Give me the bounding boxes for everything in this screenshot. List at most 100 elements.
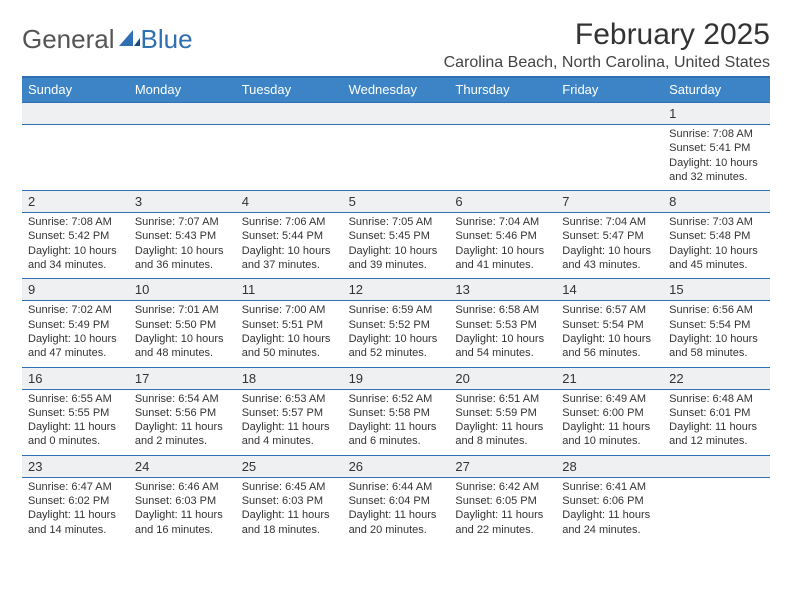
d1-text: Daylight: 10 hours	[135, 244, 230, 258]
day-cell: Sunrise: 7:07 AMSunset: 5:43 PMDaylight:…	[129, 213, 236, 278]
day-body-row: Sunrise: 6:55 AMSunset: 5:55 PMDaylight:…	[22, 389, 770, 455]
sunset-text: Sunset: 5:54 PM	[669, 318, 764, 332]
weeks-container: 1Sunrise: 7:08 AMSunset: 5:41 PMDaylight…	[22, 102, 770, 543]
day-number: 9	[22, 279, 129, 300]
sunrise-text: Sunrise: 6:41 AM	[562, 480, 657, 494]
d2-text: and 47 minutes.	[28, 346, 123, 360]
sunrise-text: Sunrise: 6:53 AM	[242, 392, 337, 406]
d1-text: Daylight: 10 hours	[242, 244, 337, 258]
d2-text: and 50 minutes.	[242, 346, 337, 360]
d1-text: Daylight: 10 hours	[242, 332, 337, 346]
sunset-text: Sunset: 5:44 PM	[242, 229, 337, 243]
day-body-row: Sunrise: 7:08 AMSunset: 5:42 PMDaylight:…	[22, 212, 770, 278]
day-cell: Sunrise: 6:41 AMSunset: 6:06 PMDaylight:…	[556, 478, 663, 543]
d2-text: and 20 minutes.	[349, 523, 444, 537]
d1-text: Daylight: 10 hours	[562, 244, 657, 258]
location: Carolina Beach, North Carolina, United S…	[444, 54, 770, 72]
d2-text: and 4 minutes.	[242, 434, 337, 448]
sunrise-text: Sunrise: 6:47 AM	[28, 480, 123, 494]
day-number: 24	[129, 456, 236, 477]
day-number: 16	[22, 368, 129, 389]
day-number: 3	[129, 191, 236, 212]
day-number: 7	[556, 191, 663, 212]
d1-text: Daylight: 11 hours	[28, 508, 123, 522]
day-number: 28	[556, 456, 663, 477]
sunrise-text: Sunrise: 7:05 AM	[349, 215, 444, 229]
d1-text: Daylight: 11 hours	[562, 508, 657, 522]
day-cell: Sunrise: 6:54 AMSunset: 5:56 PMDaylight:…	[129, 390, 236, 455]
d2-text: and 6 minutes.	[349, 434, 444, 448]
d1-text: Daylight: 11 hours	[349, 508, 444, 522]
day-number-row: 2345678	[22, 190, 770, 212]
day-number: 20	[449, 368, 556, 389]
day-cell: Sunrise: 6:44 AMSunset: 6:04 PMDaylight:…	[343, 478, 450, 543]
sunset-text: Sunset: 5:55 PM	[28, 406, 123, 420]
dow-sunday: Sunday	[22, 78, 129, 102]
d1-text: Daylight: 10 hours	[562, 332, 657, 346]
sunrise-text: Sunrise: 6:55 AM	[28, 392, 123, 406]
day-number: 19	[343, 368, 450, 389]
day-cell: Sunrise: 6:53 AMSunset: 5:57 PMDaylight:…	[236, 390, 343, 455]
d1-text: Daylight: 11 hours	[135, 508, 230, 522]
d1-text: Daylight: 10 hours	[28, 332, 123, 346]
day-number: 14	[556, 279, 663, 300]
day-number	[236, 103, 343, 124]
day-cell: Sunrise: 7:04 AMSunset: 5:46 PMDaylight:…	[449, 213, 556, 278]
day-cell: Sunrise: 6:42 AMSunset: 6:05 PMDaylight:…	[449, 478, 556, 543]
sunrise-text: Sunrise: 7:02 AM	[28, 303, 123, 317]
day-number-row: 9101112131415	[22, 278, 770, 300]
day-cell	[22, 125, 129, 190]
brand-logo: General Blue	[22, 18, 193, 55]
day-number	[663, 456, 770, 477]
sunset-text: Sunset: 5:59 PM	[455, 406, 550, 420]
day-cell: Sunrise: 6:47 AMSunset: 6:02 PMDaylight:…	[22, 478, 129, 543]
day-number: 1	[663, 103, 770, 124]
d2-text: and 37 minutes.	[242, 258, 337, 272]
dow-saturday: Saturday	[663, 78, 770, 102]
d2-text: and 16 minutes.	[135, 523, 230, 537]
day-number: 23	[22, 456, 129, 477]
title-block: February 2025 Carolina Beach, North Caro…	[444, 18, 770, 72]
sunset-text: Sunset: 5:51 PM	[242, 318, 337, 332]
day-number: 18	[236, 368, 343, 389]
sunset-text: Sunset: 6:01 PM	[669, 406, 764, 420]
day-number-row: 1	[22, 102, 770, 124]
sunset-text: Sunset: 5:54 PM	[562, 318, 657, 332]
sunset-text: Sunset: 5:47 PM	[562, 229, 657, 243]
day-cell	[449, 125, 556, 190]
sunset-text: Sunset: 6:03 PM	[242, 494, 337, 508]
day-number: 5	[343, 191, 450, 212]
sunset-text: Sunset: 6:00 PM	[562, 406, 657, 420]
day-cell: Sunrise: 6:49 AMSunset: 6:00 PMDaylight:…	[556, 390, 663, 455]
day-number: 6	[449, 191, 556, 212]
dow-wednesday: Wednesday	[343, 78, 450, 102]
day-cell: Sunrise: 7:05 AMSunset: 5:45 PMDaylight:…	[343, 213, 450, 278]
d2-text: and 41 minutes.	[455, 258, 550, 272]
d2-text: and 45 minutes.	[669, 258, 764, 272]
d2-text: and 32 minutes.	[669, 170, 764, 184]
day-cell	[343, 125, 450, 190]
day-number	[556, 103, 663, 124]
sunrise-text: Sunrise: 7:01 AM	[135, 303, 230, 317]
day-cell: Sunrise: 6:58 AMSunset: 5:53 PMDaylight:…	[449, 301, 556, 366]
day-number-row: 232425262728	[22, 455, 770, 477]
d2-text: and 34 minutes.	[28, 258, 123, 272]
sunrise-text: Sunrise: 6:49 AM	[562, 392, 657, 406]
sunrise-text: Sunrise: 7:06 AM	[242, 215, 337, 229]
sunset-text: Sunset: 6:06 PM	[562, 494, 657, 508]
day-cell: Sunrise: 6:59 AMSunset: 5:52 PMDaylight:…	[343, 301, 450, 366]
sunset-text: Sunset: 5:53 PM	[455, 318, 550, 332]
sunrise-text: Sunrise: 6:44 AM	[349, 480, 444, 494]
sunrise-text: Sunrise: 6:42 AM	[455, 480, 550, 494]
day-number: 22	[663, 368, 770, 389]
sunset-text: Sunset: 5:50 PM	[135, 318, 230, 332]
d2-text: and 43 minutes.	[562, 258, 657, 272]
d2-text: and 36 minutes.	[135, 258, 230, 272]
day-cell	[556, 125, 663, 190]
page-title: February 2025	[444, 18, 770, 52]
day-number: 21	[556, 368, 663, 389]
d2-text: and 18 minutes.	[242, 523, 337, 537]
sunrise-text: Sunrise: 6:51 AM	[455, 392, 550, 406]
sunset-text: Sunset: 5:48 PM	[669, 229, 764, 243]
day-number: 17	[129, 368, 236, 389]
